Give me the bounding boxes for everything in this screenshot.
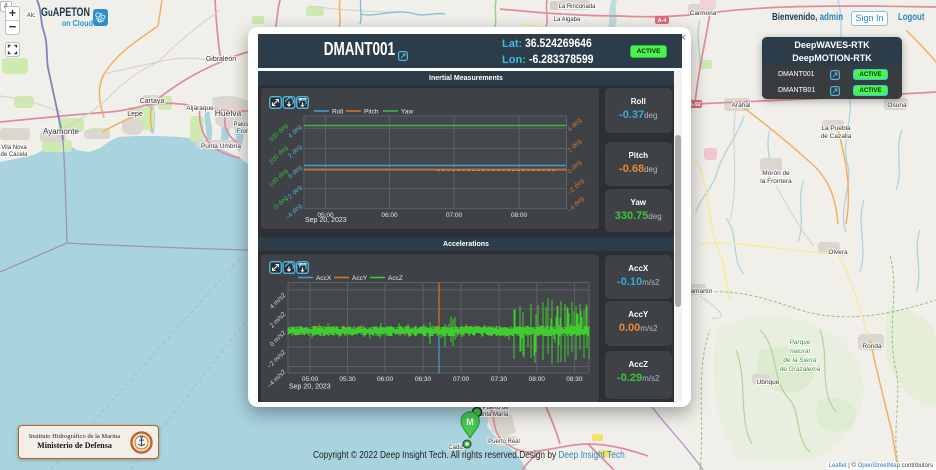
svg-text:La Algaba: La Algaba [554,17,581,23]
svg-text:natural: natural [790,348,810,355]
svg-text:07:00: 07:00 [453,376,470,383]
svg-text:07:30: 07:30 [491,376,508,383]
svg-text:Osuna: Osuna [887,102,907,109]
svg-text:Parque: Parque [790,339,811,346]
svg-text:08:30: 08:30 [566,376,583,383]
svg-text:05:00: 05:00 [302,376,319,383]
svg-text:La Puebla: La Puebla [821,125,851,132]
svg-text:Punta Umbría: Punta Umbría [201,143,241,150]
svg-text:de Cácela: de Cácela [0,152,28,158]
svg-text:Olvera: Olvera [828,249,848,256]
svg-text:Pitch: Pitch [364,109,379,116]
svg-text:Alc: Alc [27,13,35,19]
svg-text:Puerto Real: Puerto Real [488,439,520,445]
svg-text:Gibraleón: Gibraleón [206,56,236,63]
svg-text:Morón de: Morón de [762,170,790,177]
svg-text:Aljaraque: Aljaraque [186,105,214,112]
svg-text:La Rinconada: La Rinconada [558,4,596,10]
svg-text:AccX: AccX [316,275,332,282]
svg-text:El Puerto de: El Puerto de [475,405,509,411]
svg-text:Cartaya: Cartaya [140,98,165,105]
svg-text:Vila Nova: Vila Nova [1,145,27,151]
svg-text:Lepe: Lepe [127,111,143,118]
svg-text:Santa María: Santa María [476,412,509,418]
svg-text:05:00: 05:00 [317,212,334,219]
svg-text:Roll: Roll [332,109,344,116]
svg-text:Huelva: Huelva [215,108,242,118]
svg-text:Fron: Fron [237,129,249,135]
svg-text:de Cazalla: de Cazalla [821,133,852,140]
svg-text:08:00: 08:00 [529,376,546,383]
svg-text:07:00: 07:00 [446,212,463,219]
svg-text:de Grazalema: de Grazalema [780,366,821,373]
svg-text:Ubrique: Ubrique [757,379,780,386]
svg-text:Ayamonte: Ayamonte [43,127,79,136]
svg-text:Carmona: Carmona [690,10,717,17]
svg-text:Arahal: Arahal [732,102,751,109]
svg-text:06:00: 06:00 [377,376,394,383]
svg-text:Sep 20, 2023: Sep 20, 2023 [289,383,331,390]
svg-text:05:30: 05:30 [339,376,356,383]
svg-text:Sep 20, 2023: Sep 20, 2023 [305,217,347,224]
svg-text:la Frontera: la Frontera [760,178,792,185]
svg-text:06:30: 06:30 [415,376,432,383]
svg-text:08:00: 08:00 [511,212,528,219]
svg-text:A-4: A-4 [658,18,668,24]
svg-text:Cádiz: Cádiz [448,445,463,451]
svg-text:A-92: A-92 [689,102,701,108]
svg-text:M: M [466,417,474,427]
svg-text:Ronda: Ronda [862,343,882,350]
svg-text:llamartín: llamartín [688,288,713,295]
svg-text:Palos: Palos [233,122,248,128]
svg-text:AccY: AccY [352,275,368,282]
svg-text:06:00: 06:00 [381,212,398,219]
svg-text:de la Sierra: de la Sierra [783,357,817,364]
svg-text:AccZ: AccZ [388,275,403,282]
svg-text:Yaw: Yaw [401,109,413,116]
